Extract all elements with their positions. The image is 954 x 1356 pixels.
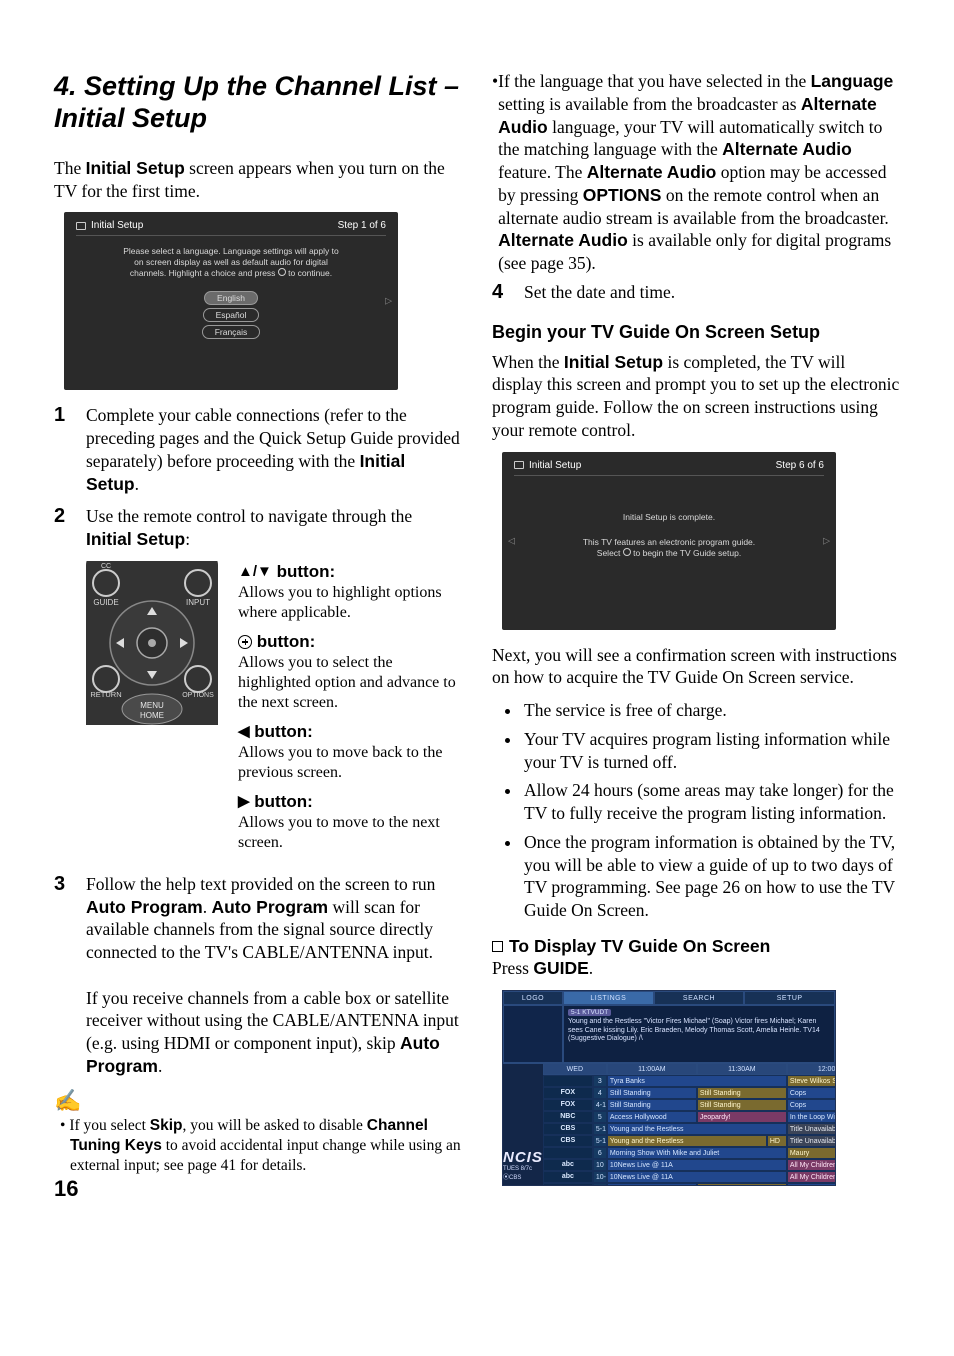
guide-row: abc10-110News Live @ 11AAll My Children bbox=[543, 1171, 836, 1183]
svg-text:MENU: MENU bbox=[140, 701, 164, 710]
svg-text:RETURN: RETURN bbox=[90, 690, 121, 699]
right-button-guide: ▶ button: Allows you to move to the next… bbox=[238, 791, 462, 853]
step-3-text: Follow the help text provided on the scr… bbox=[86, 873, 462, 1078]
language-alternate-audio-note: • If the language that you have selected… bbox=[492, 70, 900, 275]
guide-row: CBS5-1Young and the RestlessHDTitle Unav… bbox=[543, 1135, 836, 1147]
enter-button-guide: button: Allows you to select the highlig… bbox=[238, 631, 462, 713]
guide-row: CBS5-1Young and the RestlessTitle Unavai… bbox=[543, 1123, 836, 1135]
next-arrow-icon: ▷ bbox=[823, 535, 830, 546]
svg-text:INPUT: INPUT bbox=[186, 598, 210, 607]
lang-option-francais: Français bbox=[202, 325, 261, 339]
guide-row: FOX4-1Still StandingStill StandingCops bbox=[543, 1099, 836, 1111]
step-number-2: 2 bbox=[54, 505, 72, 551]
begin-tvguide-heading: Begin your TV Guide On Screen Setup bbox=[492, 322, 900, 343]
lang-option-english: English bbox=[204, 291, 258, 305]
guide-row: 6Morning Show With Mike and JulietMaury bbox=[543, 1147, 836, 1159]
svg-text:HOME: HOME bbox=[140, 711, 164, 720]
guide-row: FOX4Still StandingStill StandingCops bbox=[543, 1087, 836, 1099]
tvguide-listings-screenshot: LOGO LISTINGS SEARCH SETUP 5-1 KTVUDT Yo… bbox=[502, 990, 836, 1186]
left-button-guide: ◀ button: Allows you to move back to the… bbox=[238, 721, 462, 783]
press-guide-line: Press GUIDE. bbox=[492, 957, 900, 980]
step-number-1: 1 bbox=[54, 404, 72, 495]
prev-arrow-icon: ◁ bbox=[508, 535, 515, 546]
tvguide-bullets: The service is free of charge. Your TV a… bbox=[492, 699, 900, 922]
step-number-3: 3 bbox=[54, 873, 72, 1078]
tv-icon bbox=[514, 461, 524, 469]
step-2-text: Use the remote control to navigate throu… bbox=[86, 505, 462, 551]
to-display-tvguide-heading: To Display TV Guide On Screen bbox=[492, 936, 900, 957]
remote-illustration: CC GUIDE INPUT RETURN OPTIONS bbox=[84, 561, 220, 725]
svg-text:CC: CC bbox=[101, 563, 111, 570]
step-number-4: 4 bbox=[492, 281, 510, 304]
begin-tvguide-para: When the Initial Setup is completed, the… bbox=[492, 351, 900, 442]
page-number: 16 bbox=[54, 1176, 78, 1202]
tv-icon bbox=[76, 222, 86, 230]
updown-button-guide: ▲/▼ button: Allows you to highlight opti… bbox=[238, 561, 462, 623]
section-title: 4. Setting Up the Channel List – Initial… bbox=[54, 70, 462, 135]
next-paragraph: Next, you will see a confirmation screen… bbox=[492, 644, 900, 690]
guide-row: PBS11Sesame StreetPeep and the Big…It's … bbox=[543, 1183, 836, 1186]
svg-text:OPTIONS: OPTIONS bbox=[182, 692, 214, 699]
note-text: • If you select Skip, you will be asked … bbox=[60, 1116, 462, 1176]
note-icon: ✍ bbox=[54, 1088, 462, 1114]
enter-icon bbox=[238, 635, 252, 649]
step-4-text: Set the date and time. bbox=[524, 281, 900, 304]
lang-option-espanol: Español bbox=[203, 308, 260, 322]
step-1-text: Complete your cable connections (refer t… bbox=[86, 404, 462, 495]
initial-setup-screen-step1: Initial Setup Step 1 of 6 Please select … bbox=[64, 212, 398, 390]
guide-row: abc1010News Live @ 11AAll My Children bbox=[543, 1159, 836, 1171]
svg-text:GUIDE: GUIDE bbox=[93, 598, 118, 607]
guide-row: NBC5Access HollywoodJeopardy!In the Loop… bbox=[543, 1111, 836, 1123]
initial-setup-screen-step6: Initial Setup Step 6 of 6 Initial Setup … bbox=[502, 452, 836, 630]
next-arrow-icon: ▷ bbox=[385, 296, 392, 307]
intro-text: The Initial Setup screen appears when yo… bbox=[54, 157, 462, 203]
guide-row: 3Tyra BanksSteve Wilkos Show bbox=[543, 1075, 836, 1087]
checkbox-icon bbox=[492, 941, 503, 952]
